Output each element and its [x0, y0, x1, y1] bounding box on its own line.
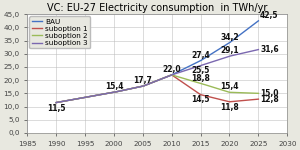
suboption 1 — [134, 87, 138, 88]
Text: 15,4: 15,4 — [220, 82, 239, 91]
Text: 14,5: 14,5 — [191, 95, 210, 104]
suboption 1 — [201, 94, 204, 96]
Title: VC: EU-27 Electricity consumption  in TWh/yr: VC: EU-27 Electricity consumption in TWh… — [47, 3, 267, 14]
BAU — [54, 102, 58, 103]
suboption 1 — [170, 74, 173, 76]
suboption 2 — [256, 92, 260, 94]
suboption 3 — [200, 64, 204, 66]
Text: 34,2: 34,2 — [220, 33, 239, 42]
suboption 1 — [79, 97, 82, 99]
Text: 25,5: 25,5 — [191, 66, 210, 75]
suboption 1 — [202, 94, 206, 96]
suboption 2 — [79, 97, 82, 99]
suboption 2 — [54, 102, 58, 103]
BAU — [120, 90, 124, 92]
Legend: BAU, suboption 1, suboption 2, suboption 3: BAU, suboption 1, suboption 2, suboption… — [29, 16, 90, 48]
Line: BAU: BAU — [56, 21, 258, 103]
suboption 3 — [54, 102, 58, 103]
suboption 1 — [256, 98, 260, 100]
suboption 2 — [182, 78, 186, 79]
Text: 11,8: 11,8 — [220, 103, 239, 112]
suboption 3 — [79, 97, 82, 99]
Text: 15,0: 15,0 — [260, 89, 279, 98]
Line: suboption 3: suboption 3 — [56, 50, 258, 103]
Text: 29,1: 29,1 — [220, 46, 239, 55]
suboption 2 — [120, 90, 124, 92]
BAU — [134, 87, 138, 88]
suboption 1 — [54, 102, 58, 103]
Text: 22,0: 22,0 — [162, 65, 181, 74]
Text: 17,7: 17,7 — [134, 76, 152, 85]
suboption 2 — [134, 87, 138, 88]
BAU — [79, 97, 82, 99]
Text: 15,4: 15,4 — [105, 82, 123, 91]
suboption 3 — [201, 64, 205, 66]
BAU — [182, 68, 185, 70]
suboption 3 — [256, 49, 260, 51]
Text: 11,5: 11,5 — [47, 104, 65, 113]
suboption 1 — [120, 90, 124, 92]
suboption 3 — [120, 90, 124, 92]
suboption 2 — [170, 74, 173, 76]
Text: 27,4: 27,4 — [191, 51, 210, 60]
Text: 31,6: 31,6 — [260, 45, 279, 54]
suboption 2 — [201, 83, 204, 85]
Line: suboption 1: suboption 1 — [56, 75, 258, 103]
suboption 2 — [202, 83, 206, 85]
suboption 3 — [134, 87, 138, 88]
BAU — [201, 58, 205, 60]
BAU — [200, 59, 204, 61]
suboption 3 — [182, 70, 185, 72]
Line: suboption 2: suboption 2 — [56, 75, 258, 103]
suboption 1 — [182, 82, 186, 84]
BAU — [256, 20, 260, 22]
Text: 42,5: 42,5 — [260, 11, 279, 20]
Text: 18,8: 18,8 — [191, 74, 210, 82]
Text: 12,8: 12,8 — [260, 95, 279, 104]
